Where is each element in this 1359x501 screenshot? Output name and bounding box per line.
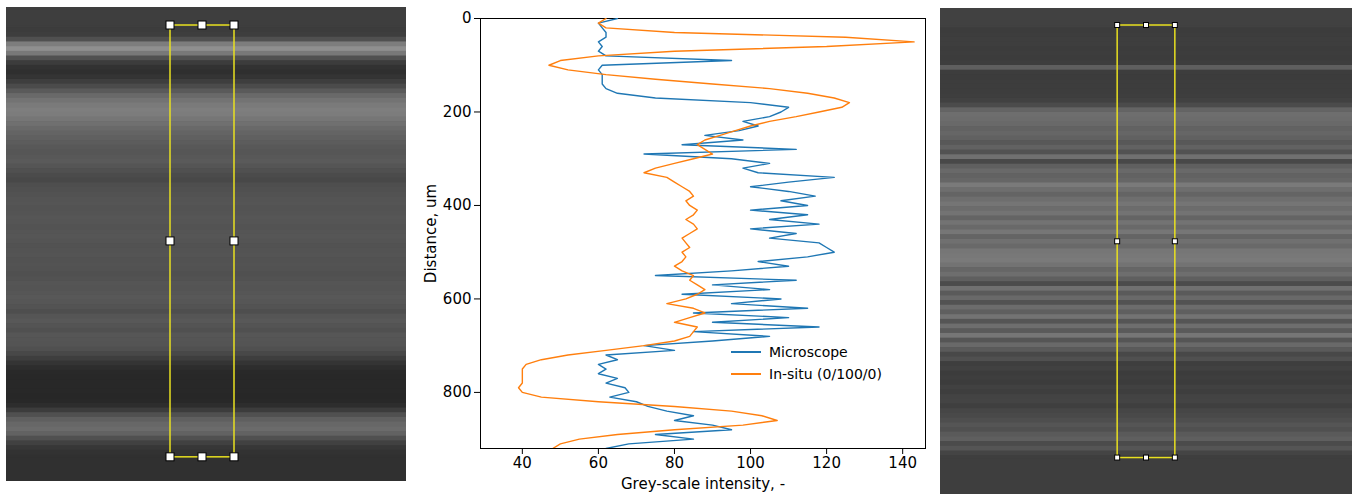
svg-text:Grey-scale intensity, -: Grey-scale intensity, -	[621, 475, 785, 493]
svg-text:120: 120	[812, 454, 841, 472]
svg-text:140: 140	[888, 454, 917, 472]
svg-text:800: 800	[443, 383, 472, 401]
svg-text:0: 0	[462, 9, 472, 27]
svg-text:600: 600	[443, 290, 472, 308]
svg-text:Distance, um: Distance, um	[422, 184, 440, 283]
html-text:In-situ (0/100/0): In-situ (0/100/0)	[769, 366, 882, 382]
svg-text:40: 40	[513, 454, 532, 472]
svg-text:400: 400	[443, 196, 472, 214]
html-text:Microscope: Microscope	[769, 344, 848, 360]
svg-text:200: 200	[443, 103, 472, 121]
svg-text:100: 100	[736, 454, 765, 472]
svg-text:80: 80	[665, 454, 684, 472]
svg-text:60: 60	[589, 454, 608, 472]
